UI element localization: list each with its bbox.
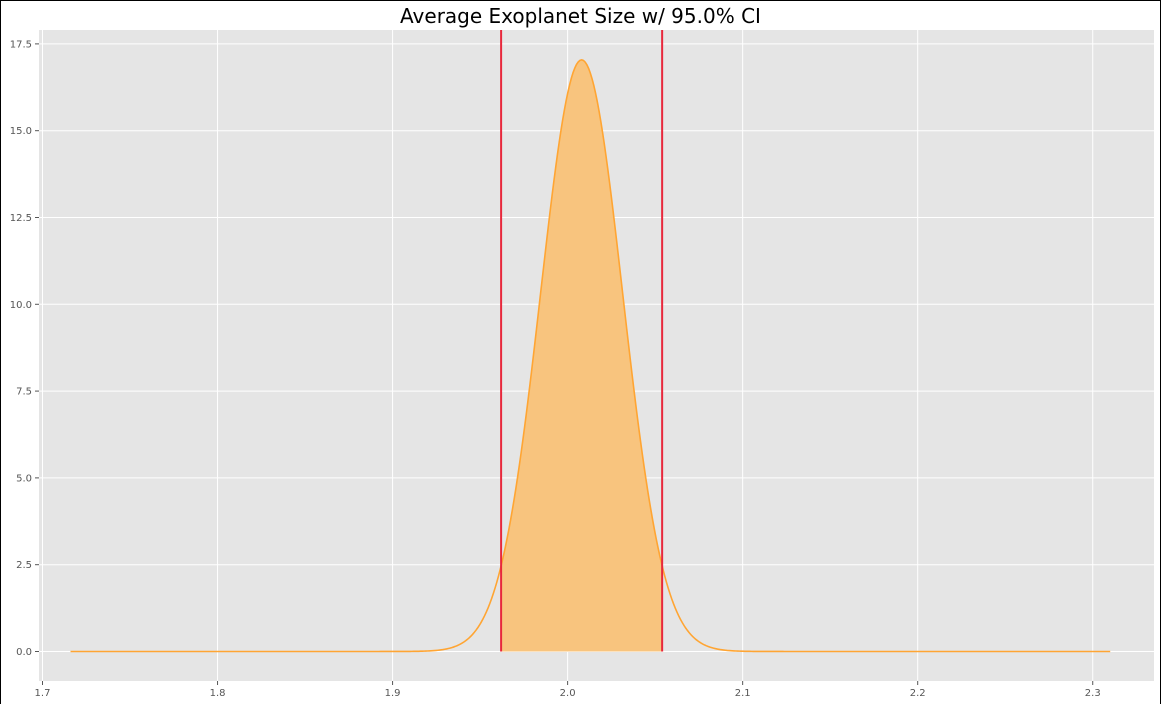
y-tick-label-3: 7.5 [16,387,32,398]
x-tick-label-2: 1.9 [385,688,401,699]
y-tick-label-0: 0.0 [16,647,32,658]
y-tick-label-4: 10.0 [10,300,32,311]
x-tick-label-5: 2.2 [910,688,926,699]
x-tick-label-6: 2.3 [1085,688,1101,699]
x-tick-label-4: 2.1 [735,688,751,699]
chart-title: Average Exoplanet Size w/ 95.0% CI [400,4,761,28]
y-tick-label-6: 15.0 [10,126,32,137]
x-axis-ticks: 1.7 1.8 1.9 2.0 2.1 2.2 2.3 [35,681,1101,699]
y-tick-label-1: 2.5 [16,560,32,571]
y-tick-label-5: 12.5 [10,213,32,224]
x-tick-label-0: 1.7 [35,688,51,699]
y-tick-label-2: 5.0 [16,473,32,484]
x-tick-label-3: 2.0 [560,688,576,699]
ci-shaded-area [501,59,663,652]
y-axis-ticks: 0.0 2.5 5.0 7.5 10.0 12.5 15.0 17.5 [10,39,39,658]
x-tick-label-1: 1.8 [210,688,226,699]
y-tick-label-7: 17.5 [10,39,32,50]
density-curve [70,59,1111,653]
